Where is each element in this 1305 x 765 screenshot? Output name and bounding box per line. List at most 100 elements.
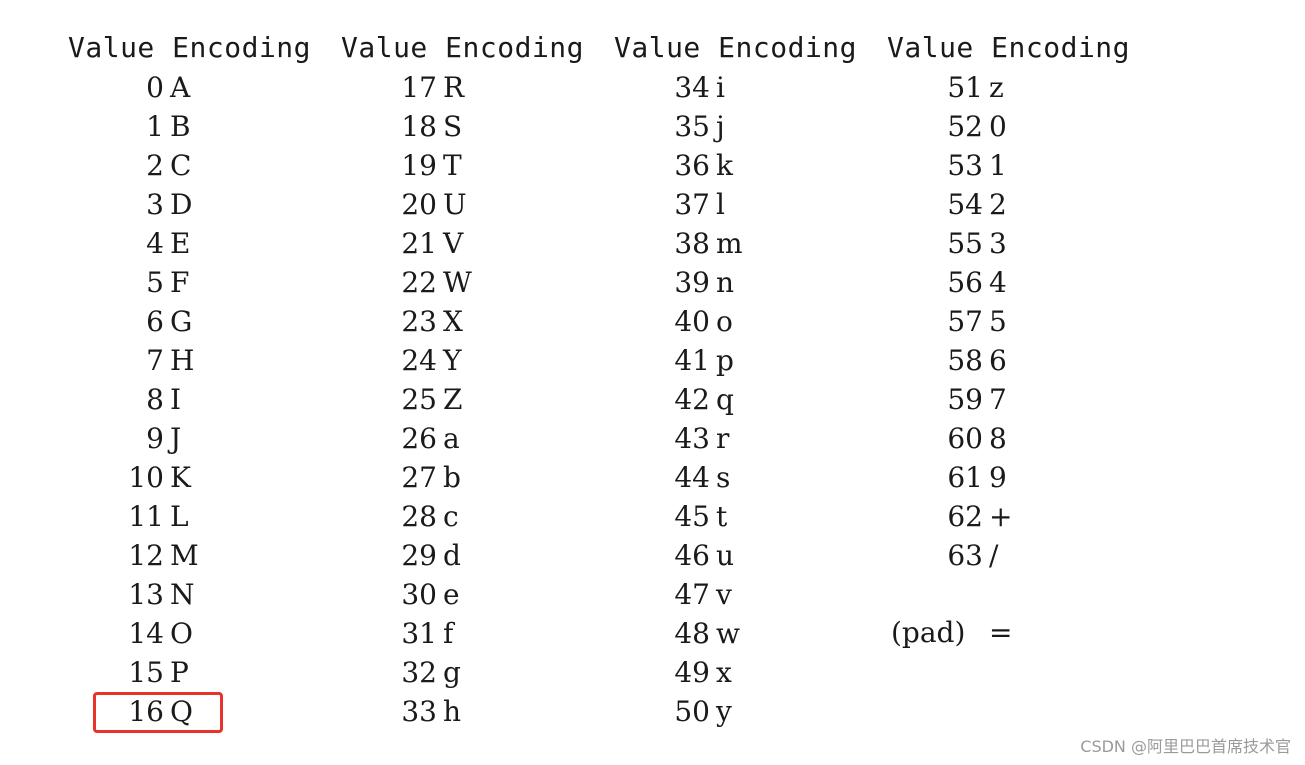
value-cell: 41 — [674, 344, 710, 377]
value-cell: 22 — [401, 266, 437, 299]
table-row: 39 n — [614, 263, 864, 302]
table-row: 11 L — [68, 497, 318, 536]
encoding-cell: + — [989, 500, 1013, 533]
table-row: 47 v — [614, 575, 864, 614]
encoding-cell: k — [716, 149, 733, 182]
table-row: 15 P — [68, 653, 318, 692]
table-row: 55 3 — [887, 224, 1137, 263]
encoding-cell: j — [716, 110, 725, 143]
encoding-cell: R — [443, 71, 465, 104]
value-cell: 4 — [146, 227, 164, 260]
encoding-cell: q — [716, 383, 734, 416]
value-cell: 17 — [401, 71, 437, 104]
encoding-cell: c — [443, 500, 459, 533]
table-row: 36 k — [614, 146, 864, 185]
value-cell: 24 — [401, 344, 437, 377]
value-cell: 2 — [146, 149, 164, 182]
encoding-cell: D — [170, 188, 193, 221]
encoding-cell: 8 — [989, 422, 1007, 455]
column-rows: 51 z 52 0 53 1 54 2 55 3 56 4 57 5 58 6 59 7 60 8 61 9 62 +63/ — [887, 68, 1137, 575]
table-row: 32 g — [341, 653, 591, 692]
encoding-cell: P — [170, 656, 189, 689]
watermark: CSDN @阿里巴巴首席技术官 — [1080, 737, 1291, 756]
table-row: 50 y — [614, 692, 864, 731]
encoding-cell: C — [170, 149, 192, 182]
table-row: 24 Y — [341, 341, 591, 380]
encoding-cell: p — [716, 344, 734, 377]
table-column-3: Value Encoding 34 i 35 j 36 k 37 l 38 m 39 n 40 o 41 p 4… — [614, 28, 864, 731]
table-row: 57 5 — [887, 302, 1137, 341]
value-cell: 1 — [146, 110, 164, 143]
highlight-box — [93, 692, 223, 733]
value-cell: 38 — [674, 227, 710, 260]
encoding-cell: u — [716, 539, 735, 572]
value-cell: 6 — [146, 305, 164, 338]
encoding-cell: i — [716, 71, 725, 104]
value-cell: 42 — [674, 383, 710, 416]
encoding-cell: m — [716, 227, 743, 260]
encoding-cell: L — [170, 500, 189, 533]
table-column-4: Value Encoding 51 z 52 0 53 1 54 2 55 3 56 4 57 5 58 6 5… — [887, 28, 1137, 575]
pad-encoding-row: = — [989, 613, 1012, 652]
header-encoding: Encoding — [172, 31, 312, 64]
encoding-cell: g — [443, 656, 461, 689]
encoding-cell: z — [989, 71, 1004, 104]
encoding-cell: 9 — [989, 461, 1007, 494]
table-row: 44 s — [614, 458, 864, 497]
encoding-cell: Z — [443, 383, 463, 416]
value-cell: 12 — [128, 539, 164, 572]
encoding-cell: y — [716, 695, 732, 728]
column-rows: 0 A 1 B 2 C 3 D 4 E 5 F 6 G 7 H 8 I 9 J 10 K 11 L 12 M 13 N 14 O 15 P 16… — [68, 68, 318, 731]
table-row: 17 R — [341, 68, 591, 107]
encoding-cell: d — [443, 539, 461, 572]
value-cell: 30 — [401, 578, 437, 611]
encoding-cell: / — [989, 539, 999, 572]
table-row: 23 X — [341, 302, 591, 341]
value-cell: 33 — [401, 695, 437, 728]
value-cell: 36 — [674, 149, 710, 182]
column-header: Value Encoding — [614, 28, 864, 68]
value-cell: 56 — [947, 266, 983, 299]
value-cell: 50 — [674, 695, 710, 728]
table-row: 38 m — [614, 224, 864, 263]
encoding-cell: F — [170, 266, 190, 299]
encoding-cell: 2 — [989, 188, 1007, 221]
encoding-cell: w — [716, 617, 740, 650]
encoding-cell: s — [716, 461, 731, 494]
table-row: 35 j — [614, 107, 864, 146]
table-row: 26 a — [341, 419, 591, 458]
encoding-cell: 0 — [989, 110, 1007, 143]
value-cell: 5 — [146, 266, 164, 299]
value-cell: 15 — [128, 656, 164, 689]
table-row: 56 4 — [887, 263, 1137, 302]
table-row: 27 b — [341, 458, 591, 497]
header-encoding: Encoding — [991, 31, 1131, 64]
encoding-cell: e — [443, 578, 460, 611]
value-cell: 40 — [674, 305, 710, 338]
value-cell: 32 — [401, 656, 437, 689]
encoding-cell: n — [716, 266, 735, 299]
encoding-cell: E — [170, 227, 191, 260]
encoding-cell: x — [716, 656, 732, 689]
value-cell: 23 — [401, 305, 437, 338]
table-row: 22 W — [341, 263, 591, 302]
header-value: Value — [614, 31, 701, 64]
value-cell: 39 — [674, 266, 710, 299]
table-column-2: Value Encoding 17 R 18 S 19 T 20 U 21 V 22 W 23 X 24 Y 2… — [341, 28, 591, 731]
value-cell: 16 — [128, 695, 164, 728]
value-cell: 0 — [146, 71, 164, 104]
value-cell: 13 — [128, 578, 164, 611]
encoding-cell: I — [170, 383, 182, 416]
value-cell: 44 — [674, 461, 710, 494]
encoding-cell: h — [443, 695, 462, 728]
value-cell: 54 — [947, 188, 983, 221]
encoding-cell: X — [443, 305, 463, 338]
table-row: 31 f — [341, 614, 591, 653]
encoding-cell: Y — [443, 344, 462, 377]
encoding-cell: f — [443, 617, 454, 650]
table-row: 25 Z — [341, 380, 591, 419]
table-row: 13 N — [68, 575, 318, 614]
table-row: 63/ — [887, 536, 1137, 575]
